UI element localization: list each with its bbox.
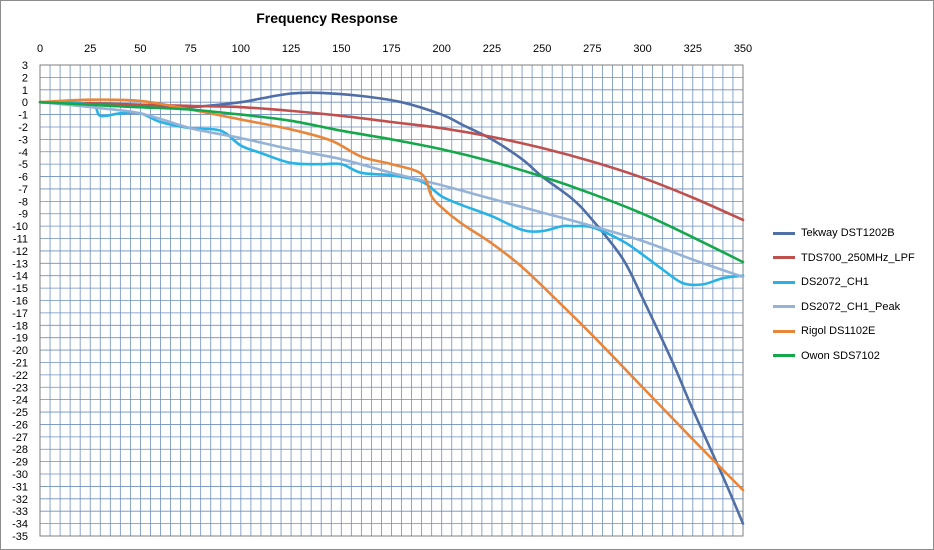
y-tick-label: -31 bbox=[12, 481, 28, 493]
x-tick-label: 275 bbox=[583, 43, 601, 55]
y-tick-label: -25 bbox=[12, 407, 28, 419]
x-tick-label: 200 bbox=[433, 43, 451, 55]
y-tick-labels: 3210-1-2-3-4-5-6-7-8-9-10-11-12-13-14-15… bbox=[12, 60, 28, 543]
x-tick-label: 125 bbox=[282, 43, 300, 55]
y-tick-label: -14 bbox=[12, 271, 28, 283]
y-tick-label: 2 bbox=[22, 72, 28, 84]
series-line-tds700-250mhz-lpf bbox=[38, 100, 745, 222]
y-tick-label: 1 bbox=[22, 85, 28, 97]
series-line-tekway-dst1202b bbox=[38, 91, 745, 525]
y-tick-label: -7 bbox=[18, 184, 28, 196]
x-tick-label: 0 bbox=[37, 43, 43, 55]
series-lines bbox=[38, 91, 745, 525]
x-tick-label: 25 bbox=[84, 43, 96, 55]
chart-title: Frequency Response bbox=[256, 10, 398, 26]
legend-swatch bbox=[773, 231, 795, 235]
legend-swatch bbox=[773, 329, 795, 333]
x-tick-label: 225 bbox=[483, 43, 501, 55]
x-tick-label: 150 bbox=[332, 43, 350, 55]
legend-item-owon-sds7102: Owon SDS7102 bbox=[773, 344, 915, 369]
x-tick-label: 250 bbox=[533, 43, 551, 55]
x-tick-label: 175 bbox=[382, 43, 400, 55]
y-tick-label: -28 bbox=[12, 444, 28, 456]
y-tick-label: -24 bbox=[12, 395, 28, 407]
y-tick-label: -26 bbox=[12, 419, 28, 431]
series-line-owon-sds7102 bbox=[38, 100, 745, 264]
y-tick-label: -15 bbox=[12, 283, 28, 295]
y-tick-label: 3 bbox=[22, 60, 28, 72]
y-tick-label: -21 bbox=[12, 357, 28, 369]
y-tick-label: -22 bbox=[12, 370, 28, 382]
grid-lines bbox=[39, 64, 744, 537]
x-tick-label: 350 bbox=[734, 43, 752, 55]
legend-swatch bbox=[773, 280, 795, 284]
series-line-ds2072-ch1-peak bbox=[38, 100, 745, 279]
y-tick-label: -11 bbox=[13, 234, 28, 246]
x-tick-label: 325 bbox=[684, 43, 702, 55]
y-tick-label: -32 bbox=[12, 494, 28, 506]
x-tick-label: 100 bbox=[232, 43, 250, 55]
x-tick-label: 50 bbox=[134, 43, 146, 55]
legend-label: Tekway DST1202B bbox=[801, 227, 895, 240]
y-tick-label: -12 bbox=[12, 246, 28, 258]
y-tick-label: -5 bbox=[18, 159, 28, 171]
y-tick-label: -8 bbox=[18, 196, 28, 208]
legend-label: TDS700_250MHz_LPF bbox=[801, 251, 915, 264]
y-tick-label: -10 bbox=[12, 221, 28, 233]
y-tick-label: -35 bbox=[12, 531, 28, 543]
x-tick-labels: 0 25 50 75 100 125 150 175 200 225 250 275 300 325 350 bbox=[37, 43, 752, 55]
y-tick-label: -1 bbox=[18, 110, 28, 122]
y-tick-label: -34 bbox=[12, 519, 28, 531]
legend-item-ds2072-ch1-peak: DS2072_CH1_Peak bbox=[773, 295, 915, 320]
y-tick-label: -3 bbox=[18, 134, 28, 146]
y-tick-label: -4 bbox=[18, 147, 28, 159]
legend-label: Owon SDS7102 bbox=[801, 349, 880, 362]
y-tick-label: 0 bbox=[22, 97, 28, 109]
y-tick-label: -29 bbox=[12, 457, 28, 469]
legend-label: DS2072_CH1 bbox=[801, 276, 869, 289]
y-tick-label: -16 bbox=[12, 296, 28, 308]
x-tick-label: 75 bbox=[185, 43, 197, 55]
y-tick-label: -18 bbox=[12, 320, 28, 332]
plot-border bbox=[39, 64, 744, 537]
legend-label: Rigol DS1102E bbox=[801, 325, 876, 338]
x-tick-label: 300 bbox=[633, 43, 651, 55]
y-tick-label: -27 bbox=[12, 432, 28, 444]
y-tick-label: -17 bbox=[12, 308, 28, 320]
legend-item-ds2072-ch1: DS2072_CH1 bbox=[773, 270, 915, 295]
y-tick-label: -19 bbox=[12, 333, 28, 345]
y-tick-label: -9 bbox=[18, 209, 28, 221]
legend-item-rigol-ds1102e: Rigol DS1102E bbox=[773, 319, 915, 344]
y-tick-label: -23 bbox=[12, 382, 28, 394]
y-tick-label: -30 bbox=[12, 469, 28, 481]
y-tick-label: -20 bbox=[12, 345, 28, 357]
y-tick-label: -33 bbox=[12, 506, 28, 518]
legend-item-tekway-dst1202b: Tekway DST1202B bbox=[773, 221, 915, 246]
y-tick-label: -13 bbox=[12, 258, 28, 270]
legend: Tekway DST1202B TDS700_250MHz_LPF DS2072_C… bbox=[773, 221, 915, 368]
legend-swatch bbox=[773, 305, 795, 309]
legend-label: DS2072_CH1_Peak bbox=[801, 300, 901, 313]
legend-item-tds700-250mhz-lpf: TDS700_250MHz_LPF bbox=[773, 246, 915, 271]
y-tick-label: -6 bbox=[18, 172, 28, 184]
legend-swatch bbox=[773, 256, 795, 260]
legend-swatch bbox=[773, 354, 795, 358]
y-tick-label: -2 bbox=[18, 122, 28, 134]
